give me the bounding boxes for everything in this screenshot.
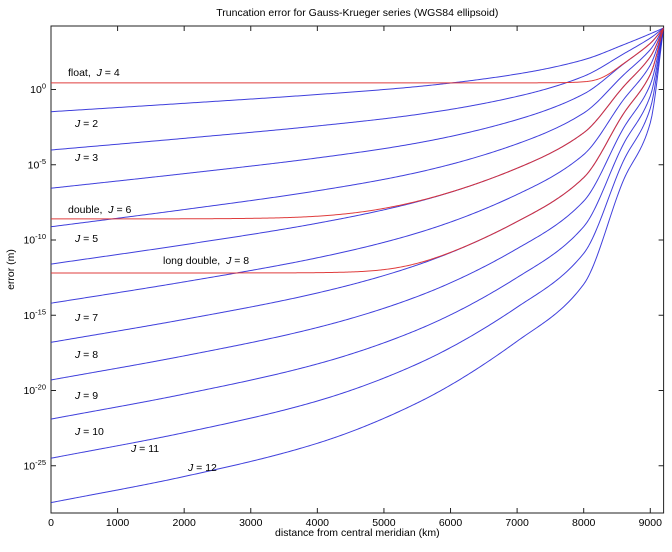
roundoff-curve-double	[51, 27, 664, 220]
x-tick-label: 1000	[106, 517, 130, 529]
truncation-curve-J10	[51, 27, 664, 420]
x-tick-label: 7000	[505, 517, 529, 529]
annotation-J5: J = 5	[74, 233, 98, 245]
x-tick-label: 0	[48, 517, 54, 529]
annotation-float-J4: float, J = 4	[68, 67, 120, 79]
roundoff-curve-float	[51, 27, 664, 84]
annotation-J7: J = 7	[74, 312, 98, 324]
annotation-J2: J = 2	[74, 118, 98, 130]
y-tick-label: 100	[30, 82, 46, 97]
x-tick-label: 9000	[639, 517, 663, 529]
roundoff-curve-long-double	[51, 27, 664, 274]
plot-box	[50, 25, 665, 514]
annotation-double-J6: double, J = 6	[68, 204, 132, 216]
annotation-J9: J = 9	[74, 390, 98, 402]
truncation-curve-J12	[51, 27, 664, 504]
truncation-curve-J11	[51, 27, 664, 459]
annotation-J11: J = 11	[130, 443, 159, 455]
annotation-J8: J = 8	[74, 349, 98, 361]
truncation-curve-J9	[51, 27, 664, 381]
truncation-curve-J7	[51, 27, 664, 304]
y-tick-label: 10-10	[23, 232, 46, 247]
truncation-curve-J5	[51, 27, 664, 228]
y-tick-label: 10-25	[23, 458, 46, 473]
annotation-longdouble-J8: long double, J = 8	[163, 255, 249, 267]
truncation-curve-J3	[51, 27, 664, 151]
chart-title: Truncation error for Gauss-Krueger serie…	[216, 7, 498, 19]
annotation-J10: J = 10	[74, 426, 104, 438]
annotation-J3: J = 3	[74, 152, 98, 164]
y-axis-label: error (m)	[5, 249, 17, 290]
x-tick-label: 3000	[239, 517, 263, 529]
x-tick-label: 2000	[172, 517, 196, 529]
x-tick-label: 4000	[306, 517, 330, 529]
annotation-J12: J = 12	[187, 462, 217, 474]
y-tick-label: 10-15	[23, 307, 46, 322]
y-tick-label: 10-20	[23, 383, 46, 398]
x-axis-label: distance from central meridian (km)	[275, 527, 440, 539]
x-tick-label: 5000	[372, 517, 396, 529]
truncation-curve-J2	[51, 27, 664, 113]
y-tick-label: 10-5	[28, 157, 46, 172]
x-tick-label: 6000	[439, 517, 463, 529]
x-tick-label: 8000	[572, 517, 596, 529]
truncation-curve-J4	[51, 27, 664, 189]
